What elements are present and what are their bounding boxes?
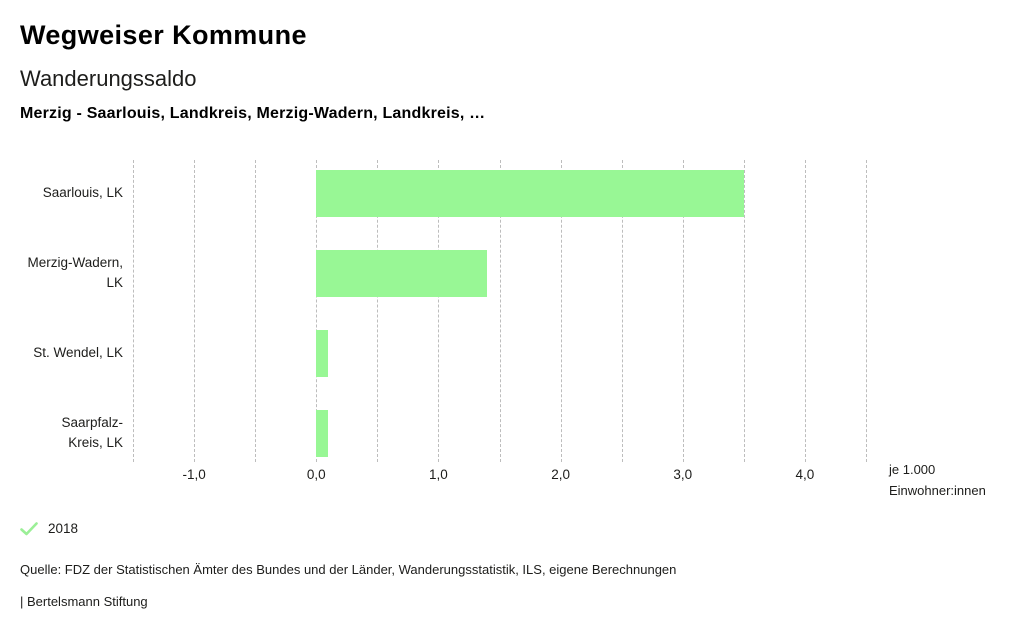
bar-st-wendel-lk[interactable] — [316, 329, 329, 377]
x-tick-label: 2,0 — [551, 467, 570, 482]
x-tick-label: 0,0 — [306, 467, 326, 482]
app-title: Wegweiser Kommune — [20, 20, 307, 50]
category-label: Saarpfalz- Kreis, LK — [61, 415, 123, 450]
gridline — [438, 160, 440, 462]
source-text: Quelle: FDZ der Statistischen Ämter des … — [20, 562, 677, 577]
gridline — [682, 160, 684, 462]
x-axis-unit-label: je 1.000 Einwohner:innen — [889, 462, 986, 498]
x-tick-label: 1,0 — [429, 467, 448, 482]
gridline — [316, 160, 318, 462]
bar-merzig-wadern-lk[interactable] — [316, 249, 488, 297]
legend-item-label: 2018 — [48, 521, 79, 536]
gridline — [499, 160, 501, 462]
check-icon — [20, 521, 38, 536]
x-axis-tick-labels: -1,0 0,0 1,0 2,0 3,0 4,0 — [133, 467, 866, 487]
gridline — [804, 160, 806, 462]
x-tick-label: 4,0 — [795, 467, 815, 482]
gridline — [194, 160, 196, 462]
chart-title: Wanderungssaldo — [20, 66, 197, 91]
chart-subtitle: Merzig - Saarlouis, Landkreis, Merzig-Wa… — [20, 105, 486, 122]
bar-saarpfalz-kreis-lk[interactable] — [316, 409, 329, 457]
gridline — [743, 160, 745, 462]
gridline — [133, 160, 134, 462]
gridline — [255, 160, 257, 462]
legend-item-2018[interactable]: 2018 — [20, 521, 78, 536]
category-label: Merzig-Wadern, LK — [27, 255, 123, 290]
x-tick-label: -1,0 — [182, 467, 206, 482]
attribution-text: | Bertelsmann Stiftung — [20, 594, 148, 609]
category-axis-labels: Saarlouis, LK Merzig-Wadern, LK St. Wendel… — [0, 160, 123, 462]
gridline — [621, 160, 623, 462]
bar-chart-plot-area — [133, 160, 867, 462]
gridline — [377, 160, 379, 462]
bar-saarlouis-lk[interactable] — [316, 169, 744, 217]
gridline — [866, 160, 867, 462]
category-label: Saarlouis, LK — [42, 185, 123, 200]
gridline — [560, 160, 562, 462]
category-label: St. Wendel, LK — [33, 345, 123, 360]
x-tick-label: 3,0 — [673, 467, 693, 482]
